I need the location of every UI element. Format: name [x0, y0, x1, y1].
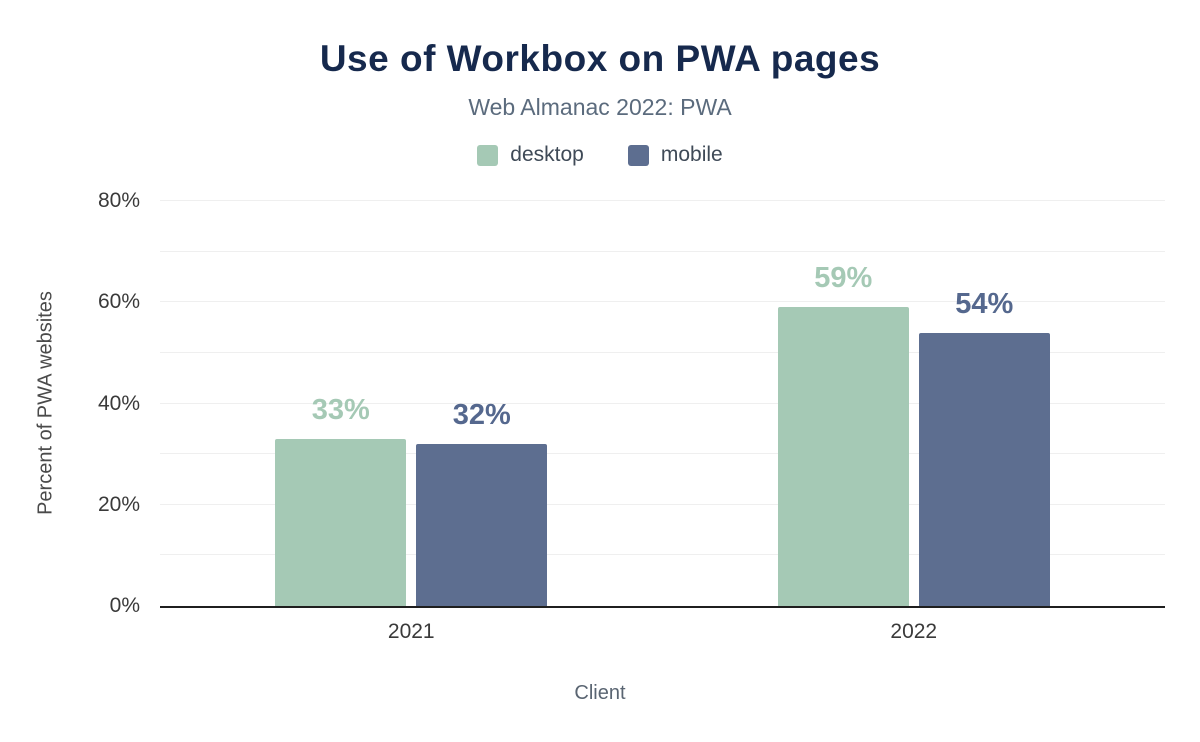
y-axis-title: Percent of PWA websites — [34, 291, 57, 515]
legend-label-mobile: mobile — [660, 143, 723, 166]
gridline — [160, 200, 1165, 201]
bar-col-2022-mobile: 54% — [918, 201, 1050, 606]
bar-value-2022-mobile: 54% — [955, 287, 1014, 320]
gridline — [160, 250, 1165, 252]
plot-area: 0% 20% 40% 60% 80% 33% 32% 59% — [98, 189, 1165, 617]
legend-swatch-desktop — [477, 144, 499, 166]
y-tick-80: 80% — [97, 189, 140, 212]
bar-2022-desktop — [777, 307, 909, 606]
chart-subtitle: Web Almanac 2022: PWA — [468, 94, 732, 120]
bar-group-2022: 59% 54% — [777, 201, 1050, 606]
legend-item-mobile: mobile — [627, 143, 723, 167]
bar-2021-desktop — [275, 438, 407, 606]
gridline — [160, 351, 1165, 353]
x-axis-title: Client — [574, 682, 626, 704]
x-tick-2021: 2021 — [387, 620, 435, 643]
chart-title: Use of Workbox on PWA pages — [319, 38, 881, 79]
bar-col-2021-desktop: 33% — [275, 201, 407, 606]
bar-2021-mobile — [416, 444, 548, 606]
bar-value-2022-desktop: 59% — [814, 262, 873, 295]
chart-area: Percent of PWA websites 0% 20% 40% 60% 8… — [0, 189, 1200, 705]
bar-col-2021-mobile: 32% — [416, 201, 548, 606]
bar-value-2021-mobile: 32% — [452, 399, 511, 431]
legend-label-desktop: desktop — [510, 143, 584, 166]
gridline — [160, 554, 1165, 556]
bar-group-2021: 33% 32% — [275, 201, 548, 606]
legend-swatch-mobile — [627, 144, 649, 166]
bar-value-2021-desktop: 33% — [311, 393, 370, 426]
y-tick-40: 40% — [97, 391, 140, 415]
legend: desktop mobile — [0, 143, 1200, 167]
y-tick-60: 60% — [97, 290, 140, 314]
gridline — [160, 301, 1165, 303]
y-tick-20: 20% — [97, 492, 140, 516]
gridline — [160, 402, 1165, 404]
x-tick-2022: 2022 — [890, 620, 938, 643]
legend-item-desktop: desktop — [477, 143, 584, 167]
x-axis-ticks: 2021 2022 — [160, 620, 1165, 644]
gridline — [160, 503, 1165, 505]
bar-col-2022-desktop: 59% — [777, 201, 909, 606]
gridline — [160, 453, 1165, 455]
y-tick-0: 0% — [109, 594, 140, 617]
bar-2022-mobile — [918, 332, 1050, 606]
